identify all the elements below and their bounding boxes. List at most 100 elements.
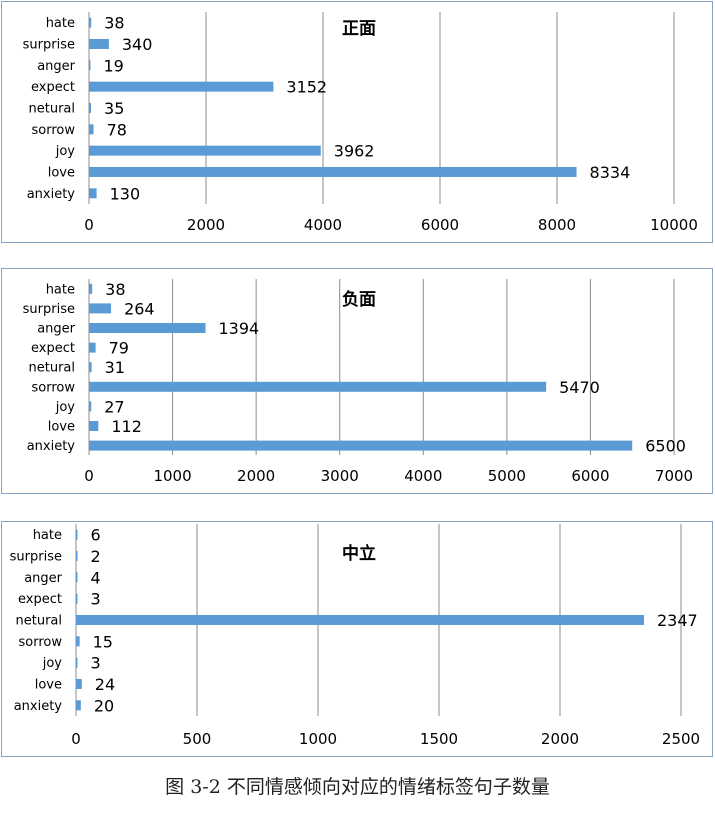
bar-expect bbox=[89, 81, 274, 92]
category-label: love bbox=[48, 420, 75, 435]
data-label: 3 bbox=[91, 590, 101, 609]
data-label: 264 bbox=[124, 299, 155, 318]
bar-surprise bbox=[89, 303, 112, 314]
category-label: anxiety bbox=[14, 699, 63, 714]
bar-chart-negative: 0 1000 2000 3000 4000 5000 6000 7000 负面 hate 38 sur… bbox=[23, 279, 693, 485]
x-tick-label: 6000 bbox=[571, 467, 609, 485]
chart-panel-positive: 0 2000 4000 6000 8000 10000 正面 hate 38 surprise 34… bbox=[1, 1, 713, 243]
category-label: anger bbox=[24, 571, 62, 586]
data-label: 24 bbox=[95, 675, 115, 694]
data-label: 3152 bbox=[286, 78, 327, 97]
category-label: expect bbox=[31, 341, 75, 356]
chart-title: 负面 bbox=[342, 289, 376, 310]
data-label: 1394 bbox=[218, 319, 259, 338]
bar-joy bbox=[76, 657, 78, 668]
category-label: anxiety bbox=[27, 187, 76, 202]
figure-caption: 图 3-2 不同情感倾向对应的情绪标签句子数量 bbox=[165, 776, 550, 798]
bar-sorrow bbox=[89, 124, 94, 135]
x-tick-label: 10000 bbox=[650, 216, 698, 234]
data-label: 38 bbox=[105, 280, 125, 299]
chart-panel-neutral: 0 500 1000 1500 2000 2500 中立 hate 6 surprise 2 ange… bbox=[1, 521, 713, 757]
category-label: anxiety bbox=[27, 439, 76, 454]
category-label: anger bbox=[37, 322, 75, 337]
x-tick-label: 2500 bbox=[662, 730, 700, 748]
category-label: sorrow bbox=[32, 380, 76, 395]
x-tick-label: 7000 bbox=[655, 467, 693, 485]
x-tick-label: 1000 bbox=[153, 467, 191, 485]
category-label: hate bbox=[46, 16, 75, 31]
data-label: 2 bbox=[91, 547, 101, 566]
bar-anger bbox=[76, 572, 78, 583]
data-label: 35 bbox=[104, 99, 124, 118]
category-label: love bbox=[35, 677, 62, 692]
chart-title: 中立 bbox=[342, 543, 376, 564]
bar-netural bbox=[76, 614, 644, 625]
category-label: joy bbox=[42, 656, 63, 671]
bar-joy bbox=[89, 145, 321, 156]
category-label: expect bbox=[31, 80, 75, 95]
category-label: love bbox=[48, 165, 75, 180]
chart-panel-negative: 0 1000 2000 3000 4000 5000 6000 7000 负面 hate 38 sur… bbox=[1, 268, 713, 494]
x-tick-label: 0 bbox=[84, 467, 94, 485]
bar-chart-neutral: 0 500 1000 1500 2000 2500 中立 hate 6 surprise 2 ange… bbox=[10, 524, 700, 748]
data-label: 4 bbox=[91, 568, 101, 587]
bar-hate bbox=[76, 529, 78, 540]
bar-hate bbox=[89, 283, 93, 294]
bar-love bbox=[76, 678, 82, 689]
bar-netural bbox=[89, 102, 92, 113]
category-label: joy bbox=[55, 144, 76, 159]
x-tick-label: 1500 bbox=[420, 730, 458, 748]
category-label: joy bbox=[55, 400, 76, 415]
chart-title: 正面 bbox=[342, 19, 376, 39]
category-label: sorrow bbox=[32, 123, 76, 138]
x-tick-label: 2000 bbox=[187, 216, 225, 234]
x-tick-label: 4000 bbox=[404, 467, 442, 485]
category-label: netural bbox=[16, 613, 63, 628]
data-label: 5470 bbox=[559, 378, 600, 397]
x-tick-label: 0 bbox=[71, 730, 81, 748]
category-label: hate bbox=[33, 528, 62, 543]
x-tick-label: 8000 bbox=[538, 216, 576, 234]
bar-anxiety bbox=[89, 188, 97, 199]
category-label: expect bbox=[18, 592, 62, 607]
bar-joy bbox=[89, 401, 92, 412]
data-label: 6 bbox=[91, 526, 101, 545]
data-label: 340 bbox=[122, 35, 153, 54]
bar-expect bbox=[89, 342, 96, 353]
bar-sorrow bbox=[89, 381, 547, 392]
data-label: 38 bbox=[104, 14, 124, 33]
category-label: netural bbox=[29, 101, 76, 116]
data-label: 78 bbox=[107, 120, 127, 139]
data-label: 79 bbox=[109, 339, 129, 358]
data-label: 15 bbox=[93, 632, 113, 651]
bar-anxiety bbox=[89, 440, 633, 451]
bar-anger bbox=[89, 323, 206, 333]
data-label: 31 bbox=[105, 358, 125, 377]
bar-netural bbox=[89, 362, 92, 373]
data-label: 6500 bbox=[645, 437, 686, 456]
bar-sorrow bbox=[76, 636, 80, 647]
bar-anxiety bbox=[76, 700, 81, 711]
x-tick-label: 0 bbox=[84, 216, 94, 234]
bar-expect bbox=[76, 593, 78, 604]
bar-chart-positive: 0 2000 4000 6000 8000 10000 正面 hate 38 surprise 34… bbox=[23, 12, 698, 234]
data-label: 19 bbox=[104, 56, 124, 75]
data-label: 112 bbox=[111, 417, 142, 436]
x-tick-label: 4000 bbox=[304, 216, 342, 234]
data-label: 3962 bbox=[334, 142, 375, 161]
category-label: netural bbox=[29, 361, 76, 376]
category-label: surprise bbox=[10, 549, 62, 564]
data-label: 8334 bbox=[590, 163, 631, 182]
x-tick-label: 2000 bbox=[541, 730, 579, 748]
x-tick-label: 2000 bbox=[237, 467, 275, 485]
x-tick-label: 1000 bbox=[299, 730, 337, 748]
bar-surprise bbox=[76, 550, 78, 561]
category-label: anger bbox=[37, 59, 75, 74]
x-tick-label: 5000 bbox=[488, 467, 526, 485]
x-tick-label: 6000 bbox=[421, 216, 459, 234]
category-label: surprise bbox=[23, 302, 75, 317]
data-label: 20 bbox=[94, 696, 114, 715]
data-label: 130 bbox=[110, 184, 141, 203]
bar-love bbox=[89, 166, 577, 177]
x-tick-label: 500 bbox=[183, 730, 212, 748]
